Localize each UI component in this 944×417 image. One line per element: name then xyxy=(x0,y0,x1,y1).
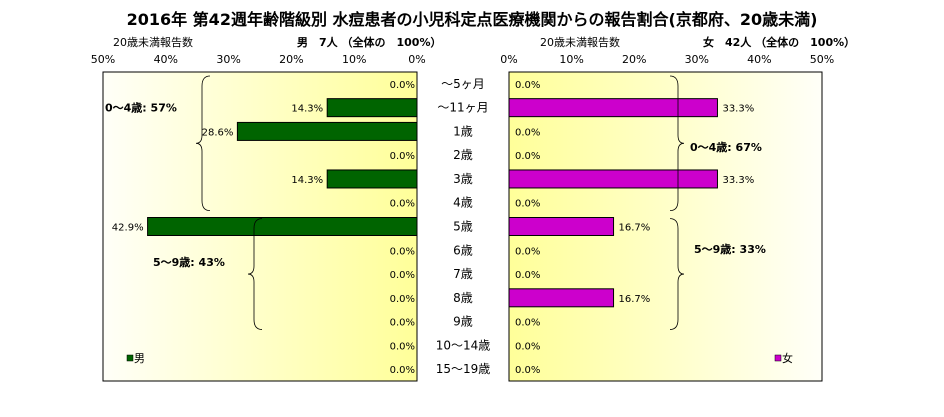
age-category-label: 6歳 xyxy=(453,243,473,257)
female-tick-label: 50% xyxy=(810,53,834,66)
male-data-label: 0.0% xyxy=(390,151,415,162)
female-bar xyxy=(508,169,718,189)
female-data-label: 33.3% xyxy=(722,104,754,115)
female-header-total: 女 42人 （全体の 100%） xyxy=(703,35,855,49)
female-data-label: 0.0% xyxy=(515,127,540,138)
age-category-label: 3歳 xyxy=(453,172,473,186)
male-data-label: 14.3% xyxy=(291,104,323,115)
male-legend-label: 男 xyxy=(134,352,145,365)
female-bar xyxy=(508,98,718,118)
male-tick-label: 30% xyxy=(216,53,240,66)
male-group-brace xyxy=(247,218,263,330)
female-data-label: 16.7% xyxy=(619,294,651,305)
male-data-label: 0.0% xyxy=(390,80,415,91)
age-category-labels: ～5ヶ月 ～11ヶ月 1歳 2歳 3歳 4歳 5歳 6歳 7歳 8歳 9歳 10～14歳 15～19歳 xyxy=(436,77,491,376)
age-category-label: 1歳 xyxy=(453,124,473,138)
age-category-label: 5歳 xyxy=(453,220,473,234)
female-group-brace xyxy=(669,218,685,330)
male-tick-label: 40% xyxy=(154,53,178,66)
male-group-label: 5～9歳: 43% xyxy=(153,255,225,269)
male-group-brace xyxy=(195,75,211,212)
female-tick-label: 10% xyxy=(559,53,583,66)
male-tick-label: 20% xyxy=(279,53,303,66)
age-category-label: 10～14歳 xyxy=(436,338,491,352)
male-data-label: 42.9% xyxy=(112,223,144,234)
female-group-label: 5～9歳: 33% xyxy=(694,242,766,256)
female-chart-panel: 20歳未満報告数 女 42人 （全体の 100%） 0% 10% 20% 30% 40% 50… xyxy=(500,35,855,382)
male-data-label: 0.0% xyxy=(390,199,415,210)
male-data-label: 0.0% xyxy=(390,246,415,257)
male-bar xyxy=(236,121,418,141)
female-legend-swatch xyxy=(774,354,782,362)
male-bar xyxy=(326,169,418,189)
male-data-label: 0.0% xyxy=(390,294,415,305)
female-data-label: 0.0% xyxy=(515,365,540,376)
female-data-label: 0.0% xyxy=(515,270,540,281)
male-data-label: 0.0% xyxy=(390,365,415,376)
age-category-label: 8歳 xyxy=(453,291,473,305)
female-tick-label: 0% xyxy=(500,53,517,66)
female-data-label: 16.7% xyxy=(619,223,651,234)
age-category-label: ～5ヶ月 xyxy=(441,77,485,91)
female-data-label: 0.0% xyxy=(515,80,540,91)
male-header-count-label: 20歳未満報告数 xyxy=(113,36,193,49)
male-data-label: 0.0% xyxy=(390,270,415,281)
female-tick-label: 20% xyxy=(622,53,646,66)
age-category-label: ～11ヶ月 xyxy=(437,101,488,115)
female-data-label: 33.3% xyxy=(722,175,754,186)
male-tick-label: 50% xyxy=(91,53,115,66)
female-bar xyxy=(508,217,615,236)
male-legend-swatch xyxy=(126,354,134,362)
female-group-label: 0～4歳: 67% xyxy=(690,140,762,154)
female-tick-label: 30% xyxy=(685,53,709,66)
female-data-label: 0.0% xyxy=(515,318,540,329)
male-data-label: 14.3% xyxy=(291,175,323,186)
male-data-label: 28.6% xyxy=(202,127,234,138)
female-data-label: 0.0% xyxy=(515,341,540,352)
male-header-total: 男 7人 （全体の 100%） xyxy=(297,35,441,49)
age-category-label: 4歳 xyxy=(453,196,473,210)
female-group-brace xyxy=(669,75,685,212)
female-header-count-label: 20歳未満報告数 xyxy=(540,36,620,49)
male-group-label: 0～4歳: 57% xyxy=(105,101,177,115)
female-tick-label: 40% xyxy=(747,53,771,66)
male-bar xyxy=(326,98,418,118)
male-data-label: 0.0% xyxy=(390,341,415,352)
age-category-label: 9歳 xyxy=(453,315,473,329)
age-category-label: 7歳 xyxy=(453,267,473,281)
female-bar xyxy=(508,288,615,308)
female-data-label: 0.0% xyxy=(515,246,540,257)
male-chart-panel: 20歳未満報告数 男 7人 （全体の 100%） 50% 40% 30% 20% 10% 0%… xyxy=(91,35,441,382)
female-data-label: 0.0% xyxy=(515,199,540,210)
female-data-label: 0.0% xyxy=(515,151,540,162)
age-category-label: 2歳 xyxy=(453,148,473,162)
age-category-label: 15～19歳 xyxy=(436,362,491,376)
male-tick-label: 10% xyxy=(342,53,366,66)
male-bar xyxy=(147,217,418,236)
male-tick-label: 0% xyxy=(408,53,425,66)
female-legend-label: 女 xyxy=(782,351,793,365)
male-data-label: 0.0% xyxy=(390,318,415,329)
chart-title: 2016年 第42週年齢階級別 水痘患者の小児科定点医療機関からの報告割合(京都… xyxy=(126,10,818,29)
